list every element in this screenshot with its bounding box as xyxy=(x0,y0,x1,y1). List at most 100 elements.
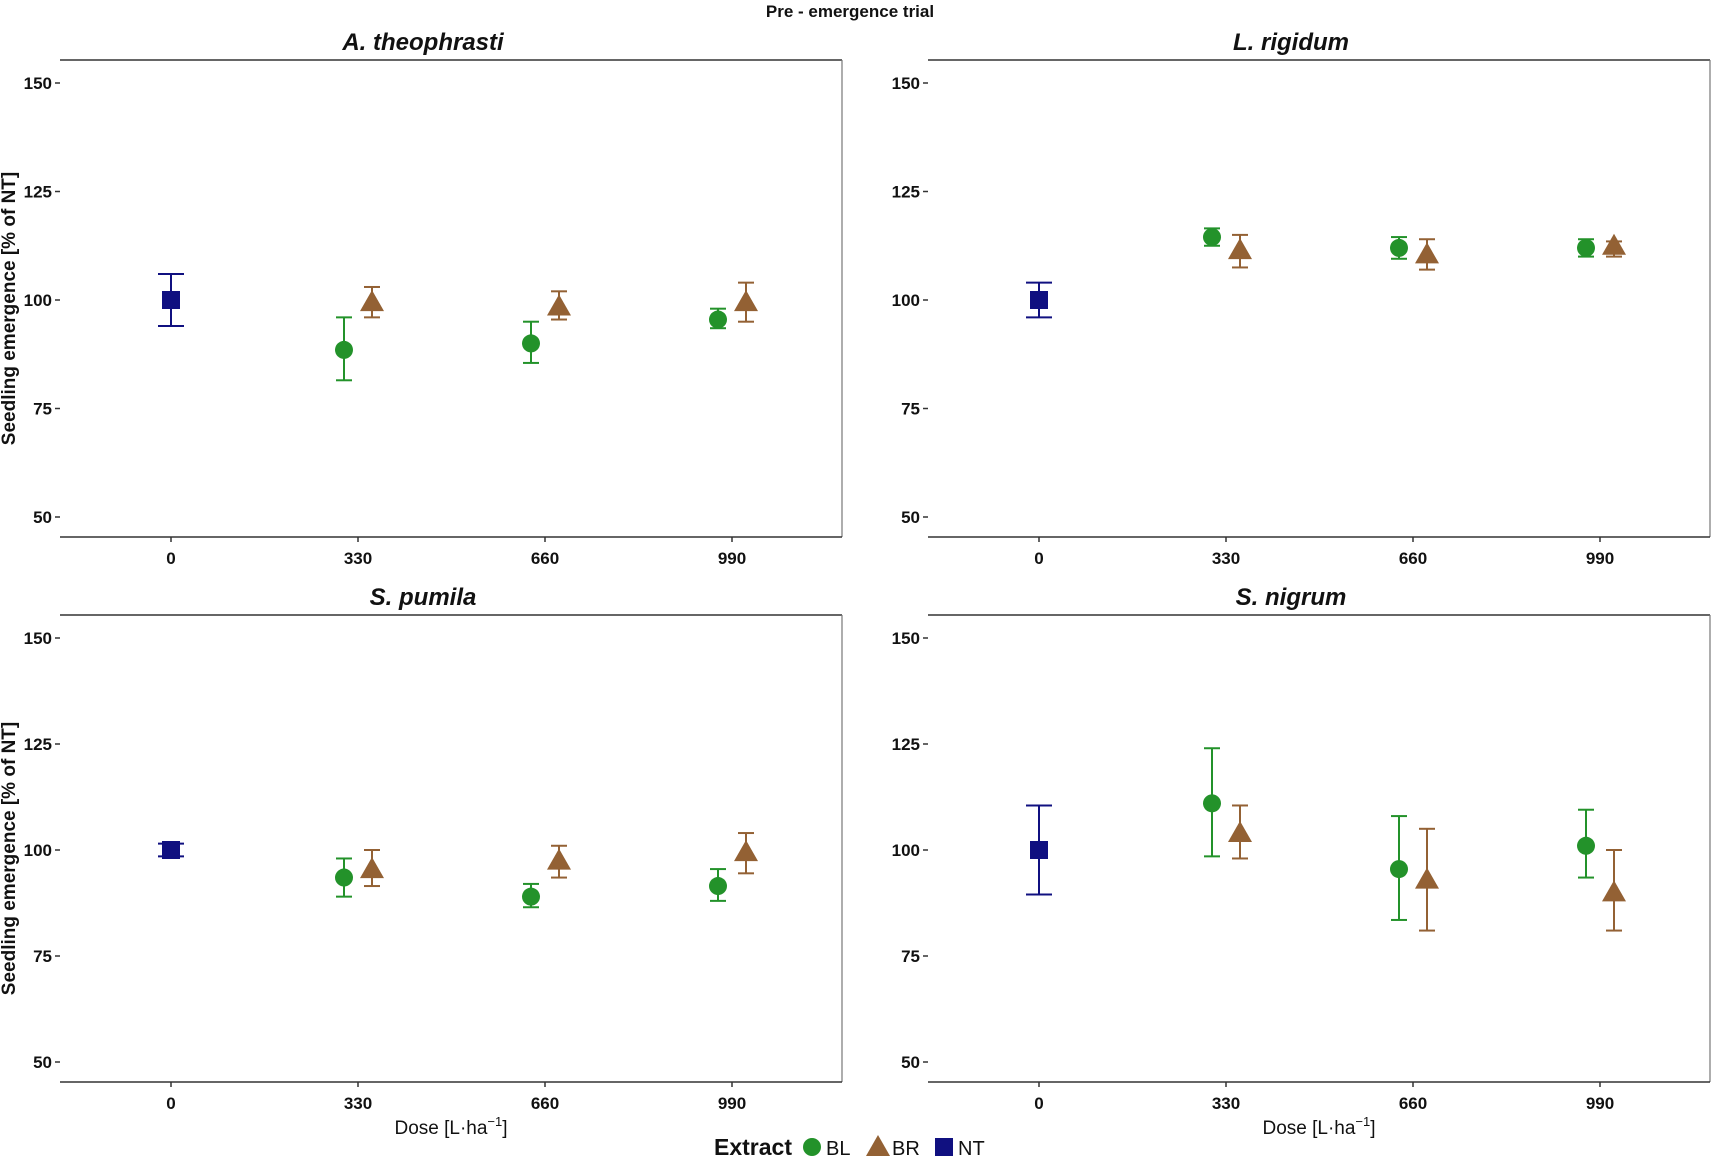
marker-circle xyxy=(1390,238,1408,257)
point-BL-660 xyxy=(522,320,540,364)
x-tick-label: 660 xyxy=(531,1094,559,1113)
marker-triangle xyxy=(547,294,571,316)
legend-title: Extract xyxy=(714,1134,792,1160)
panel-title: S. pumila xyxy=(370,584,477,611)
point-BL-660 xyxy=(522,882,540,909)
y-tick-label: 75 xyxy=(901,947,920,966)
panel-4: S. nigrum 50 75 100 125 150 0 330 660 990 Dose [L·… xyxy=(892,584,1711,1139)
marker-triangle xyxy=(1415,242,1439,264)
point-BR-330 xyxy=(360,849,384,888)
x-tick-label: 660 xyxy=(531,549,559,568)
y-tick-label: 100 xyxy=(892,841,920,860)
y-tick-label: 100 xyxy=(24,841,52,860)
y-tick-label: 100 xyxy=(24,291,52,310)
y-tick-label: 150 xyxy=(892,629,920,648)
point-BR-330 xyxy=(1228,233,1252,269)
marker-square xyxy=(1030,841,1048,859)
legend-marker-circle xyxy=(803,1138,821,1156)
point-BR-990 xyxy=(734,281,758,323)
legend-label: BR xyxy=(892,1138,920,1160)
marker-circle xyxy=(1577,238,1595,257)
marker-circle xyxy=(522,887,540,906)
y-tick-label: 100 xyxy=(892,291,920,310)
panel-title: S. nigrum xyxy=(1236,584,1347,611)
chart-main-title: Pre - emergence trial xyxy=(766,2,934,21)
point-NT-0 xyxy=(1026,804,1052,896)
legend-label: BL xyxy=(826,1138,850,1160)
y-tick-label: 50 xyxy=(901,508,920,527)
x-tick-label: 330 xyxy=(1212,1094,1240,1113)
marker-triangle xyxy=(1415,867,1439,889)
y-tick-label: 125 xyxy=(892,735,920,754)
marker-circle xyxy=(1203,794,1221,813)
point-BR-660 xyxy=(1415,238,1439,271)
y-tick-label: 75 xyxy=(901,400,920,419)
x-tick-label: 990 xyxy=(718,1094,746,1113)
y-tick-label: 50 xyxy=(33,1053,52,1072)
point-BL-330 xyxy=(335,316,353,382)
marker-triangle xyxy=(734,840,758,862)
y-tick-label: 150 xyxy=(24,74,52,93)
y-tick-label: 50 xyxy=(901,1053,920,1072)
point-BR-990 xyxy=(1602,233,1626,258)
x-tick-label: 330 xyxy=(344,549,372,568)
marker-triangle xyxy=(1602,880,1626,902)
marker-triangle xyxy=(360,857,384,879)
x-axis-label: Dose [L·ha−1] xyxy=(394,1114,507,1139)
x-tick-label: 990 xyxy=(1586,1094,1614,1113)
marker-circle xyxy=(1577,836,1595,855)
point-NT-0 xyxy=(1026,281,1052,319)
legend: Extract BL BR NT xyxy=(714,1134,985,1160)
point-BL-330 xyxy=(1203,227,1221,247)
point-BL-990 xyxy=(709,307,727,330)
x-tick-label: 660 xyxy=(1399,1094,1427,1113)
legend-marker-square xyxy=(935,1138,953,1156)
point-BL-330 xyxy=(1203,747,1221,858)
panel-2: L. rigidum 50 75 100 125 150 0 330 660 990 xyxy=(892,29,1711,568)
marker-circle xyxy=(335,340,353,359)
panel-title: L. rigidum xyxy=(1233,29,1349,56)
legend-label: NT xyxy=(958,1138,985,1160)
x-axis-label: Dose [L·ha−1] xyxy=(1262,1114,1375,1139)
point-NT-0 xyxy=(158,272,184,328)
marker-circle xyxy=(522,334,540,353)
panel-1: A. theophrasti 50 75 100 125 150 0 330 660 990 See… xyxy=(0,29,843,568)
legend-marker-triangle xyxy=(866,1135,890,1156)
point-BL-330 xyxy=(335,857,353,898)
point-BR-330 xyxy=(360,285,384,319)
x-tick-label: 0 xyxy=(1034,1094,1043,1113)
point-BL-990 xyxy=(709,868,727,902)
y-tick-label: 75 xyxy=(33,947,52,966)
point-BL-990 xyxy=(1577,238,1595,258)
panel-3: S. pumila 50 75 100 125 150 0 330 660 990 Seedling… xyxy=(0,584,843,1139)
point-BR-990 xyxy=(734,832,758,875)
point-BL-660 xyxy=(1390,815,1408,921)
y-tick-label: 125 xyxy=(24,183,52,202)
marker-triangle xyxy=(1228,238,1252,260)
x-tick-label: 0 xyxy=(1034,549,1043,568)
point-NT-0 xyxy=(158,841,184,859)
marker-circle xyxy=(1203,228,1221,247)
marker-circle xyxy=(709,310,727,329)
point-BR-330 xyxy=(1228,804,1252,860)
marker-triangle xyxy=(1228,821,1252,843)
y-tick-label: 75 xyxy=(33,400,52,419)
y-tick-label: 125 xyxy=(892,183,920,202)
marker-circle xyxy=(1390,860,1408,879)
y-tick-label: 125 xyxy=(24,735,52,754)
panels-layer: A. theophrasti 50 75 100 125 150 0 330 660 990 See… xyxy=(0,29,1711,1139)
point-BR-660 xyxy=(1415,827,1439,932)
x-tick-label: 330 xyxy=(344,1094,372,1113)
marker-triangle xyxy=(1602,233,1626,255)
legend-entry-BR: BR xyxy=(866,1135,920,1160)
marker-circle xyxy=(709,877,727,896)
marker-triangle xyxy=(360,290,384,312)
point-BR-660 xyxy=(547,290,571,321)
point-BL-990 xyxy=(1577,808,1595,879)
panel-title: A. theophrasti xyxy=(341,29,505,56)
marker-square xyxy=(1030,291,1048,309)
y-tick-label: 150 xyxy=(892,74,920,93)
point-BL-660 xyxy=(1390,236,1408,260)
legend-entry-BL: BL xyxy=(803,1138,850,1160)
